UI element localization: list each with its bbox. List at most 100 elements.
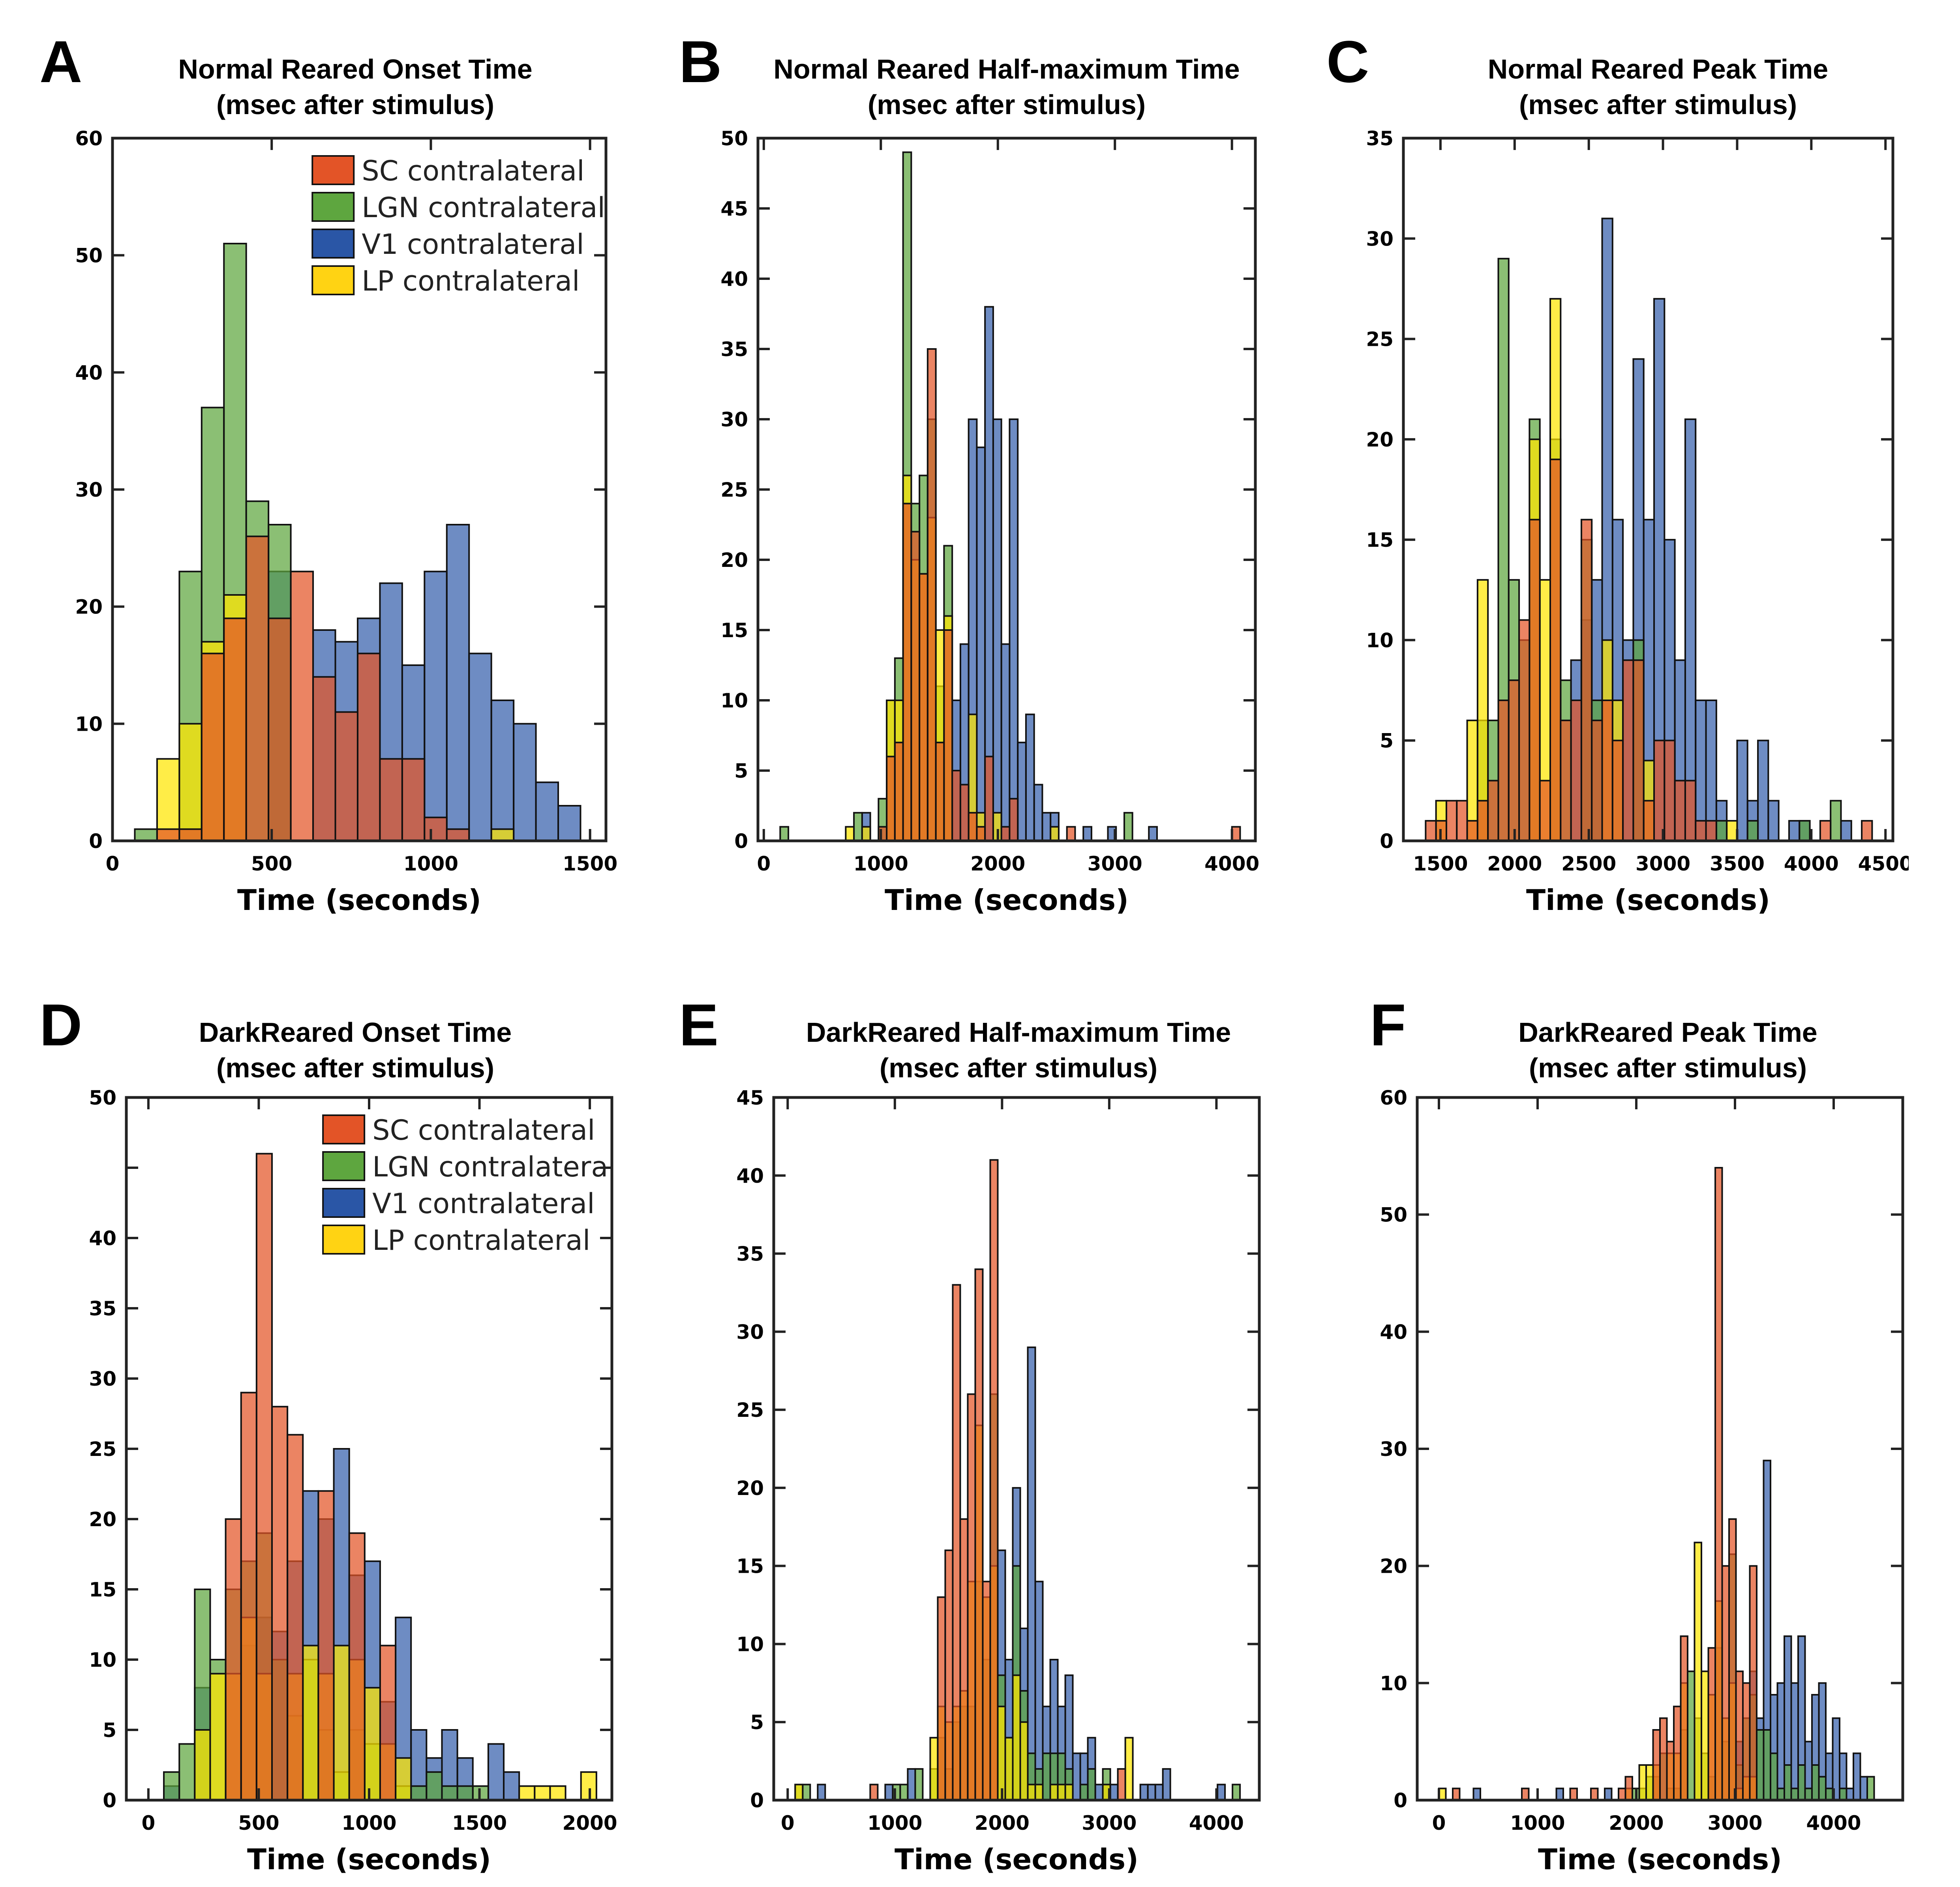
- y-tick-label: 10: [720, 689, 748, 712]
- y-tick-label: 40: [720, 268, 748, 291]
- histogram-F: 0 1000 2000 3000 4000 0 10 20 30 40 50 60 Time (seco…: [1380, 1090, 1904, 1876]
- bar: [899, 1784, 909, 1801]
- bar: [976, 446, 986, 842]
- bar: [255, 1153, 273, 1801]
- axes-frame: [1402, 137, 1894, 842]
- x-tick-label: 4000: [1784, 852, 1839, 875]
- legend-label: SC contralateral: [372, 1114, 595, 1146]
- bar: [1231, 826, 1241, 842]
- bar: [884, 1784, 894, 1801]
- bar: [1695, 820, 1707, 842]
- bar: [1570, 700, 1582, 842]
- bar: [490, 700, 515, 842]
- bar: [1064, 1784, 1074, 1801]
- bar: [894, 741, 904, 842]
- bar: [1611, 739, 1624, 842]
- bar: [456, 1785, 474, 1801]
- bar: [1472, 1788, 1481, 1801]
- bar: [1027, 1784, 1036, 1801]
- bar: [1643, 800, 1655, 842]
- x-tick-label: 0: [106, 852, 120, 875]
- bar: [549, 1785, 566, 1801]
- bar: [348, 1532, 366, 1801]
- x-tick-label: 0: [757, 852, 771, 875]
- bar: [410, 1785, 428, 1801]
- bar: [1624, 1776, 1633, 1801]
- legend-label: LGN contralateral: [362, 191, 605, 224]
- x-tick-label: 4000: [1204, 852, 1259, 875]
- bar: [379, 1645, 397, 1801]
- bar: [1456, 800, 1468, 842]
- panel-title-C: Normal Reared Peak Time (msec after stimu…: [1401, 51, 1915, 122]
- bars: [794, 1159, 1241, 1801]
- bar: [914, 1768, 924, 1801]
- y-tick-label: 20: [75, 596, 103, 619]
- bar: [379, 758, 403, 842]
- bar: [1687, 1670, 1696, 1801]
- bar: [1756, 1729, 1765, 1801]
- bar: [1742, 1682, 1751, 1801]
- bar: [1853, 1752, 1861, 1801]
- bar: [356, 653, 381, 842]
- y-tick-label: 5: [750, 1711, 764, 1734]
- bar: [1830, 800, 1842, 842]
- bar: [1749, 1565, 1757, 1801]
- bar: [395, 1757, 412, 1801]
- x-tick-label: 1500: [1413, 852, 1468, 875]
- bar: [1034, 1581, 1044, 1801]
- bar: [468, 653, 492, 842]
- legend-swatch: [322, 1225, 366, 1255]
- bar: [1601, 700, 1613, 842]
- bar: [503, 1771, 520, 1801]
- x-tick-label: 1000: [867, 1812, 922, 1834]
- chart-title: Normal Reared Half-maximum Time: [773, 54, 1240, 84]
- y-tick-label: 0: [1394, 1789, 1407, 1812]
- y-tick-label: 15: [1366, 529, 1394, 551]
- x-tick-label: 1000: [853, 852, 908, 875]
- y-tick-label: 5: [734, 760, 748, 782]
- x-axis-label: Time (seconds): [237, 883, 481, 917]
- bar: [163, 1771, 180, 1801]
- bar: [424, 570, 448, 842]
- bar: [1714, 1167, 1723, 1801]
- bar: [302, 1645, 319, 1801]
- bar: [984, 756, 994, 842]
- bar: [1580, 519, 1593, 842]
- bar: [982, 1581, 991, 1801]
- bar: [580, 1771, 597, 1801]
- bar: [1726, 820, 1738, 842]
- bar: [910, 531, 921, 842]
- x-tick-label: 1500: [452, 1812, 507, 1834]
- x-axis-label: Time (seconds): [885, 883, 1129, 917]
- bar: [1591, 719, 1603, 842]
- bar: [317, 1490, 335, 1801]
- legend-label: SC contralateral: [362, 155, 584, 187]
- bar: [817, 1784, 826, 1801]
- x-axis-label: Time (seconds): [1538, 1843, 1782, 1876]
- y-tick-label: 25: [720, 478, 748, 501]
- y-tick-label: 50: [720, 130, 748, 150]
- bar: [1162, 1768, 1171, 1801]
- bar: [1653, 739, 1666, 842]
- y-tick-label: 0: [734, 830, 748, 853]
- bar: [1082, 826, 1092, 842]
- bar: [974, 1268, 984, 1801]
- bar: [1673, 1705, 1682, 1801]
- legend-label: LP contralateral: [372, 1224, 590, 1257]
- y-tick-label: 40: [736, 1165, 764, 1187]
- bar: [967, 1393, 976, 1801]
- bar: [287, 1434, 304, 1801]
- histogram-B: 0 1000 2000 3000 4000 0 5 10 15 20 25 30 35 40 45 50 Tim…: [720, 130, 1259, 917]
- y-tick-label: 30: [720, 408, 748, 431]
- y-tick-label: 5: [103, 1719, 116, 1742]
- bar: [535, 781, 559, 842]
- y-tick-label: 40: [89, 1227, 116, 1250]
- y-tick-label: 15: [736, 1555, 764, 1578]
- y-tick-label: 20: [736, 1477, 764, 1500]
- bar: [487, 1743, 505, 1801]
- bar: [1784, 1764, 1792, 1801]
- bar: [1539, 780, 1551, 842]
- y-tick-label: 40: [1380, 1321, 1407, 1343]
- y-tick-label: 30: [1366, 227, 1394, 250]
- panel-letter-B: B: [679, 28, 722, 95]
